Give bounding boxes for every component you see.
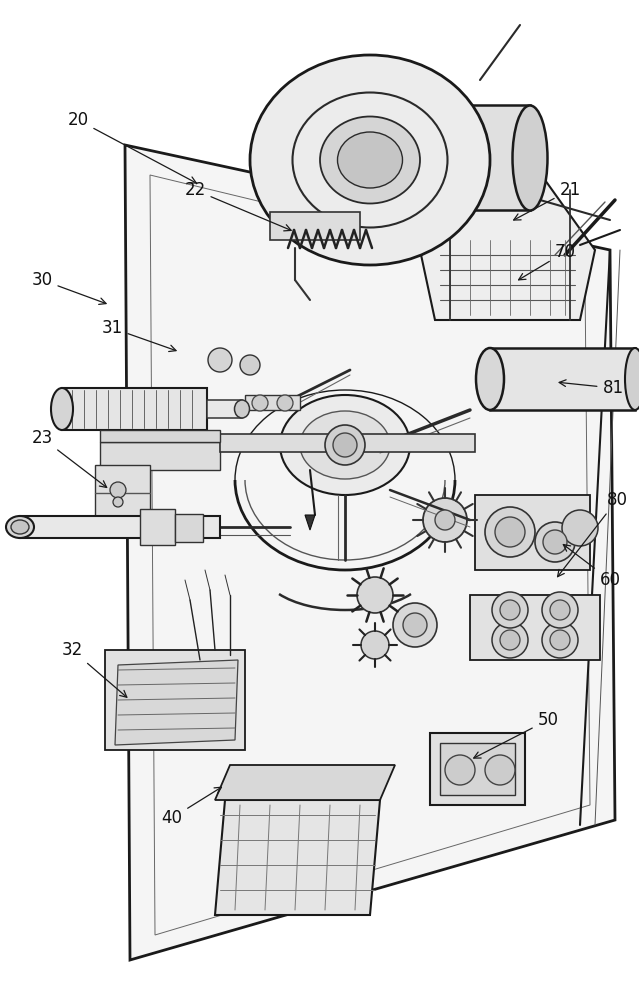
Polygon shape [430,105,530,210]
Circle shape [240,355,260,375]
Polygon shape [420,180,595,320]
Bar [140,509,175,545]
Polygon shape [100,430,220,442]
Circle shape [495,517,525,547]
Bar [20,516,220,538]
Circle shape [492,592,528,628]
Circle shape [393,603,437,647]
Ellipse shape [300,411,390,479]
Text: 81: 81 [559,379,624,397]
Circle shape [277,395,293,411]
Circle shape [403,613,427,637]
Bar [245,395,300,410]
Ellipse shape [512,105,548,211]
Bar [470,595,600,660]
Polygon shape [215,800,380,915]
Text: 30: 30 [31,271,106,304]
Circle shape [208,348,232,372]
Circle shape [550,630,570,650]
Text: 23: 23 [31,429,107,487]
Text: 60: 60 [564,545,620,589]
Ellipse shape [476,348,504,410]
Ellipse shape [235,400,249,418]
Circle shape [361,631,389,659]
Ellipse shape [11,520,29,534]
Bar [105,650,245,750]
Text: 20: 20 [68,111,196,183]
Text: 21: 21 [514,181,581,220]
Polygon shape [305,515,315,530]
Text: 50: 50 [473,711,558,758]
Bar [207,400,242,418]
Ellipse shape [320,116,420,204]
Polygon shape [125,145,615,960]
Circle shape [543,530,567,554]
Ellipse shape [337,132,403,188]
Text: 22: 22 [185,181,291,231]
Polygon shape [115,660,238,745]
Ellipse shape [250,55,490,265]
Circle shape [542,622,578,658]
Circle shape [485,755,515,785]
Circle shape [252,395,268,411]
Text: 70: 70 [519,243,576,280]
Bar [430,733,525,805]
Circle shape [325,425,365,465]
Circle shape [423,498,467,542]
Circle shape [485,507,535,557]
Circle shape [500,600,520,620]
Text: 80: 80 [558,491,627,577]
Bar [475,495,590,570]
Ellipse shape [625,348,639,410]
Circle shape [535,522,575,562]
Circle shape [562,510,598,546]
Bar [440,743,515,795]
Polygon shape [215,765,395,800]
Circle shape [110,482,126,498]
Bar [270,212,360,240]
Circle shape [333,433,357,457]
Bar [62,388,207,430]
Ellipse shape [6,516,34,538]
Bar [95,465,150,520]
Circle shape [435,510,455,530]
Ellipse shape [280,395,410,495]
Bar [175,514,203,542]
Text: 32: 32 [61,641,127,697]
Text: 40: 40 [162,787,222,827]
Bar [220,434,475,452]
Ellipse shape [51,388,73,430]
Circle shape [357,577,393,613]
Circle shape [500,630,520,650]
Bar [490,348,635,410]
Text: 31: 31 [102,319,176,352]
Circle shape [492,622,528,658]
Circle shape [445,755,475,785]
Bar [100,442,220,470]
Circle shape [542,592,578,628]
Circle shape [113,497,123,507]
Circle shape [550,600,570,620]
